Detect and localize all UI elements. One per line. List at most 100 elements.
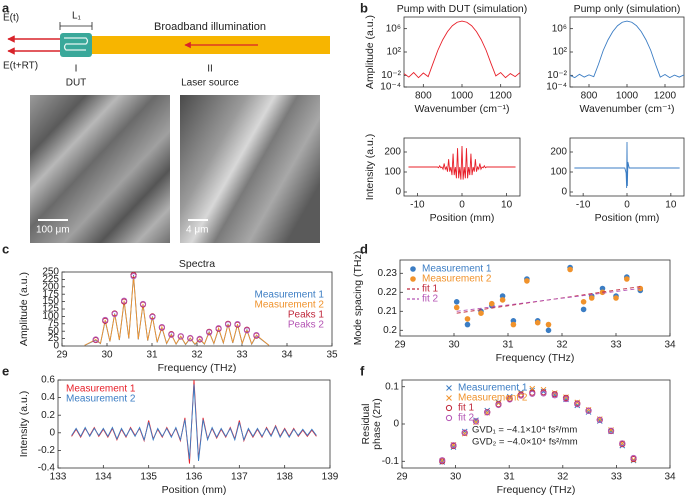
sem-image bbox=[180, 95, 320, 243]
series-line bbox=[71, 384, 317, 462]
label: Laser source bbox=[181, 78, 239, 89]
x-tick-label: 138 bbox=[276, 472, 293, 483]
x-tick-label: 800 bbox=[581, 91, 598, 102]
point bbox=[545, 321, 552, 328]
y-tick-label: 250 bbox=[42, 267, 59, 278]
sem-image bbox=[30, 95, 170, 243]
point bbox=[111, 310, 118, 318]
x-tick-label: 800 bbox=[415, 91, 432, 102]
y-tick-label: 10⁶ bbox=[386, 23, 401, 34]
label: II bbox=[207, 64, 213, 75]
point bbox=[529, 390, 536, 397]
point bbox=[574, 399, 581, 406]
annotation: GVD₂ = −4.0×10⁴ fs²/mm bbox=[472, 437, 578, 448]
chart: 29 30 31 32 33 34 0.2 0.21 0.22 0.23 Frequency (TH… bbox=[352, 251, 676, 364]
point bbox=[472, 418, 480, 425]
plot-frame bbox=[399, 259, 671, 337]
chart: 29 30 31 32 33 34 35 02550751001251501752002252… bbox=[18, 258, 338, 374]
y-tick-label: 175 bbox=[42, 289, 59, 300]
point bbox=[630, 454, 637, 462]
y-tick-label: 25 bbox=[48, 333, 60, 344]
point bbox=[139, 300, 147, 308]
x-tick-label: 29 bbox=[394, 340, 406, 351]
point bbox=[499, 297, 506, 303]
point bbox=[196, 335, 203, 342]
y-tick-label: 0 bbox=[49, 427, 55, 438]
x-tick-label: 139 bbox=[322, 472, 339, 483]
point bbox=[410, 266, 416, 272]
legend-label: Measurement 1 bbox=[255, 290, 325, 301]
series-line bbox=[574, 141, 680, 189]
y-tick-label: 10⁻² bbox=[381, 70, 401, 81]
point bbox=[224, 321, 232, 328]
y-tick-label: 100 bbox=[384, 167, 401, 178]
x-tick-label: 31 bbox=[502, 340, 514, 351]
y-tick-label: 0.23 bbox=[378, 268, 398, 279]
y-tick-label: 0.4 bbox=[41, 392, 55, 403]
legend-label: fit 1 bbox=[422, 284, 439, 295]
legend-label: fit 1 bbox=[458, 403, 475, 414]
y-tick-label: 100 bbox=[42, 311, 59, 322]
x-tick-label: 31 bbox=[504, 472, 516, 483]
series-line bbox=[408, 145, 516, 180]
point bbox=[187, 334, 194, 342]
legend-label: Measurement 1 bbox=[66, 384, 136, 395]
legend-label: fit 2 bbox=[458, 413, 475, 424]
x-tick-label: 1000 bbox=[451, 91, 474, 102]
point bbox=[158, 323, 165, 331]
x-tick-label: 33 bbox=[236, 350, 248, 361]
plot-frame bbox=[569, 137, 685, 197]
point bbox=[624, 276, 630, 282]
label: Broadband illumination bbox=[154, 21, 266, 33]
y-tick-label: 0.22 bbox=[378, 287, 398, 298]
point bbox=[510, 321, 517, 328]
x-tick-label: 1000 bbox=[616, 91, 639, 102]
x-tick-label: 0 bbox=[459, 200, 465, 211]
y-tick-label: 0 bbox=[561, 187, 567, 198]
panel-letter: a bbox=[2, 0, 10, 15]
legend-label: Measurement 1 bbox=[422, 264, 492, 275]
y-tick-label: 0.6 bbox=[41, 375, 55, 386]
y-tick-label: 150 bbox=[42, 296, 59, 307]
series-line bbox=[456, 288, 641, 312]
series-line bbox=[570, 20, 684, 79]
chart: 133 134 135 136 137 138 139 -0.4 -0.2 0 0.2 0.4 0.6 P… bbox=[18, 375, 339, 496]
y-tick-label: 100 bbox=[550, 167, 567, 178]
x-axis-label: Frequency (THz) bbox=[158, 362, 237, 374]
scale-label: 4 μm bbox=[186, 225, 208, 236]
x-tick-label: 137 bbox=[231, 472, 248, 483]
chart: 29 30 31 32 33 34 -0.1 0 0.1 Frequency (THz) Resid… bbox=[360, 379, 676, 496]
y-tick-label: 10⁻⁴ bbox=[380, 82, 401, 93]
label: L₁ bbox=[72, 11, 82, 22]
legend-label: Measurement 2 bbox=[66, 394, 136, 405]
series-line bbox=[84, 274, 270, 346]
legend-label: Peaks 2 bbox=[288, 320, 325, 331]
x-tick-label: -10 bbox=[576, 200, 591, 211]
x-tick-label: 34 bbox=[664, 340, 676, 351]
x-tick-label: 10 bbox=[501, 200, 513, 211]
device-diagram: E(t) L₁ Broadband illumination E(t+RT) I… bbox=[3, 11, 330, 89]
point bbox=[168, 331, 175, 338]
y-tick-label: 0.2 bbox=[41, 410, 55, 421]
panel-letter: c bbox=[2, 241, 9, 256]
point bbox=[464, 316, 471, 322]
point bbox=[484, 409, 491, 416]
y-tick-label: 200 bbox=[550, 147, 567, 158]
point bbox=[445, 414, 453, 422]
y-tick-label: 200 bbox=[384, 147, 401, 158]
y-tick-label: 0.21 bbox=[378, 306, 398, 317]
point bbox=[121, 297, 128, 304]
x-tick-label: 33 bbox=[611, 472, 623, 483]
point bbox=[177, 333, 184, 340]
x-axis-label: Wavenumber (cm⁻¹) bbox=[415, 103, 510, 115]
x-tick-label: 30 bbox=[448, 340, 460, 351]
point bbox=[445, 404, 453, 412]
point bbox=[545, 327, 552, 334]
y-axis-label: Intensity (a.u.) bbox=[18, 391, 30, 458]
y-tick-label: -0.2 bbox=[38, 445, 56, 456]
point bbox=[534, 319, 541, 326]
y-tick-label: 225 bbox=[42, 274, 59, 285]
y-tick-label: -0.1 bbox=[382, 456, 400, 467]
